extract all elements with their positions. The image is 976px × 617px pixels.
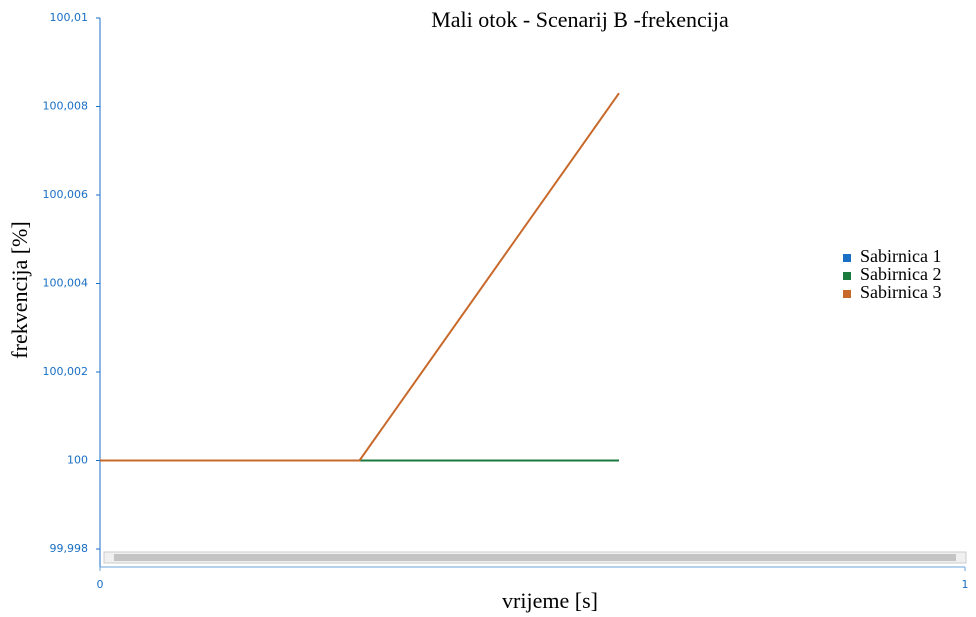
series-line xyxy=(100,92,620,462)
legend-label: Sabirnica 2 xyxy=(860,264,941,284)
legend-label: Sabirnica 3 xyxy=(860,282,941,302)
legend-swatch xyxy=(843,272,851,280)
y-tick-label: 100,01 xyxy=(50,11,89,24)
y-tick-label: 100,008 xyxy=(43,100,89,113)
legend-label: Sabirnica 1 xyxy=(860,246,941,266)
y-tick-label: 100,002 xyxy=(43,365,89,378)
x-tick-label: 1 xyxy=(962,578,969,591)
y-tick-label: 100 xyxy=(67,454,88,467)
y-tick-label: 99,998 xyxy=(50,542,89,555)
chart-title: Mali otok - Scenarij B -frekencija xyxy=(431,7,729,32)
y-tick-label: 100,004 xyxy=(43,277,89,290)
x-axis-label: vrijeme [s] xyxy=(502,588,598,613)
legend-swatch xyxy=(843,254,851,262)
y-tick-label: 100,006 xyxy=(43,188,89,201)
scrollbar-thumb[interactable] xyxy=(114,554,956,561)
y-axis-label: frekvencija [%] xyxy=(7,221,32,358)
legend-swatch xyxy=(843,290,851,298)
x-tick-label: 0 xyxy=(97,578,104,591)
